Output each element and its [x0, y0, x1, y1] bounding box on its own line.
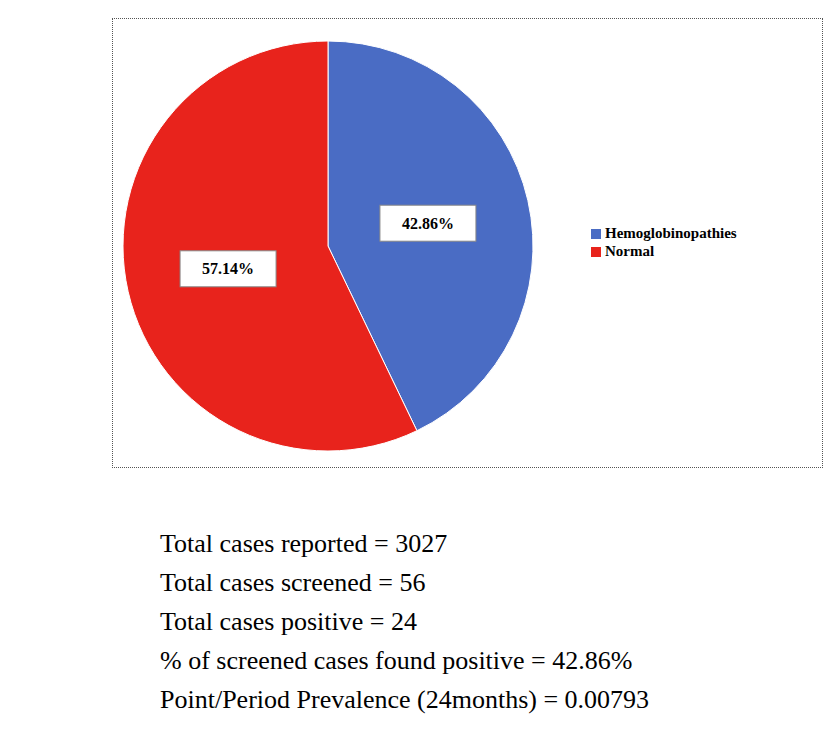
html-text:Total cases positive = 24: Total cases positive = 24	[160, 607, 417, 636]
html-text:Normal: Normal	[605, 243, 655, 259]
html-text:Total cases reported = 3027: Total cases reported = 3027	[160, 529, 448, 558]
svg-text:57.14%: 57.14%	[202, 260, 254, 277]
html-text:Hemoglobinopathies: Hemoglobinopathies	[605, 225, 737, 241]
html-text:Total cases screened = 56: Total cases screened = 56	[160, 568, 426, 597]
svg-text:42.86%: 42.86%	[402, 215, 454, 232]
html-text:% of screened cases found posi: % of screened cases found positive = 42.…	[160, 646, 633, 675]
html-text:Point/Period Prevalence (24mon: Point/Period Prevalence (24months) = 0.0…	[160, 685, 650, 714]
